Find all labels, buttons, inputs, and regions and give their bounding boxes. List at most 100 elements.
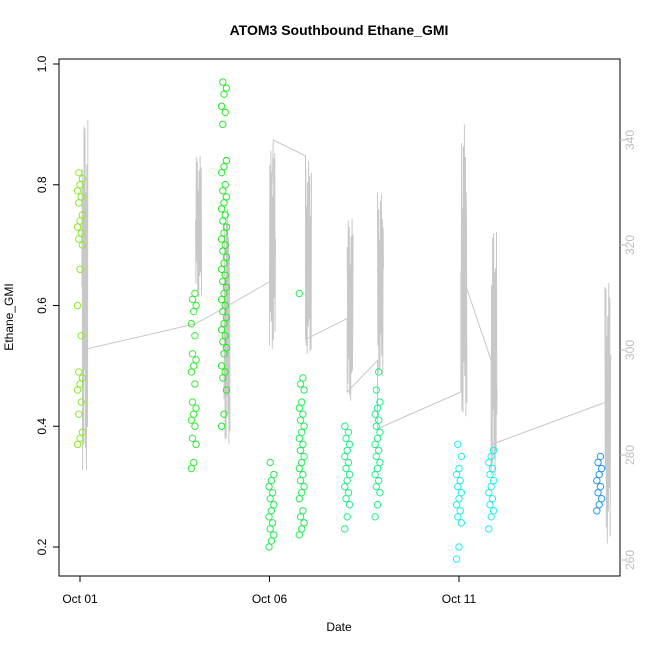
data-point	[217, 362, 226, 370]
data-point	[192, 301, 200, 310]
data-point	[298, 428, 306, 436]
data-point	[78, 428, 87, 436]
data-point	[220, 319, 228, 328]
data-point	[296, 446, 305, 455]
data-point	[266, 525, 274, 533]
data-point	[191, 331, 199, 340]
gray-line-segment	[305, 161, 312, 354]
data-point	[219, 277, 227, 286]
data-point	[373, 501, 382, 509]
data-point	[219, 247, 227, 255]
y-tick-label: 0.6	[35, 297, 49, 314]
data-point	[266, 495, 274, 503]
data-point	[188, 295, 197, 304]
gray-line-segment	[460, 124, 468, 417]
data-point	[73, 301, 82, 310]
data-point	[298, 525, 306, 533]
data-point	[452, 470, 461, 479]
data-point	[75, 168, 83, 177]
data-point	[75, 410, 83, 418]
data-point	[485, 488, 493, 497]
y-axis-label: Ethane_GMI	[2, 283, 16, 350]
data-point	[375, 368, 383, 376]
data-point	[191, 422, 199, 430]
gray-line-segment	[195, 155, 203, 297]
data-point	[343, 476, 351, 485]
data-point	[73, 386, 82, 394]
data-point	[222, 193, 231, 201]
data-point	[221, 108, 229, 117]
data-point	[594, 458, 602, 467]
data-point	[222, 84, 231, 92]
data-point	[371, 410, 379, 418]
data-point	[73, 440, 82, 449]
gray-line-segment	[81, 120, 89, 471]
data-point	[454, 440, 462, 449]
data-point	[75, 235, 83, 243]
data-point	[270, 531, 278, 539]
data-point	[296, 476, 305, 485]
data-point	[265, 482, 273, 491]
data-point	[77, 229, 85, 237]
data-point	[376, 428, 384, 436]
data-point	[220, 350, 228, 358]
data-point	[267, 537, 276, 545]
data-point	[221, 241, 229, 249]
data-point	[454, 513, 462, 521]
data-point	[454, 482, 462, 491]
data-point	[299, 440, 307, 449]
data-point	[222, 223, 231, 231]
data-point	[298, 488, 306, 497]
data-point	[375, 446, 383, 455]
data-point	[295, 404, 304, 412]
data-point	[217, 102, 226, 110]
y-tick-label: 0.2	[35, 538, 49, 555]
data-point	[219, 307, 227, 316]
data-point	[220, 90, 228, 98]
data-point	[372, 482, 381, 491]
gray-line-connector	[81, 139, 606, 446]
data-point	[190, 410, 198, 418]
y-axis: 0.2 0.4 0.6 0.8 1.0	[35, 55, 59, 555]
gray-line-series	[81, 120, 612, 544]
data-point	[191, 380, 199, 388]
y-tick-label: 0.8	[35, 176, 49, 193]
data-point	[76, 434, 84, 443]
data-point	[221, 331, 229, 340]
data-point	[296, 513, 305, 521]
data-point	[296, 380, 305, 388]
data-point	[299, 507, 307, 515]
data-point	[489, 476, 498, 485]
data-point	[221, 181, 229, 189]
x-axis: Oct 01 Oct 06 Oct 11	[62, 576, 477, 606]
data-point	[371, 513, 379, 521]
data-point	[300, 482, 308, 491]
data-point	[342, 464, 350, 473]
data-point	[221, 211, 229, 219]
data-point	[268, 519, 277, 527]
data-point	[221, 271, 229, 280]
data-point	[192, 404, 200, 412]
data-point	[489, 446, 498, 455]
data-point	[299, 470, 307, 479]
data-point	[342, 434, 350, 443]
data-point	[371, 470, 379, 479]
data-point	[221, 368, 229, 376]
data-point	[270, 470, 278, 479]
data-point	[222, 283, 231, 292]
data-point	[299, 410, 307, 418]
data-point	[341, 525, 349, 533]
gray-line-segment	[377, 192, 384, 377]
data-point	[594, 488, 602, 497]
data-point	[595, 470, 603, 479]
data-point	[192, 356, 200, 364]
data-point	[295, 495, 304, 503]
x-axis-label: Date	[326, 620, 352, 634]
data-point	[375, 476, 383, 485]
data-point	[219, 120, 227, 129]
data-point	[222, 156, 231, 165]
data-point	[300, 422, 308, 430]
data-point	[345, 501, 354, 509]
